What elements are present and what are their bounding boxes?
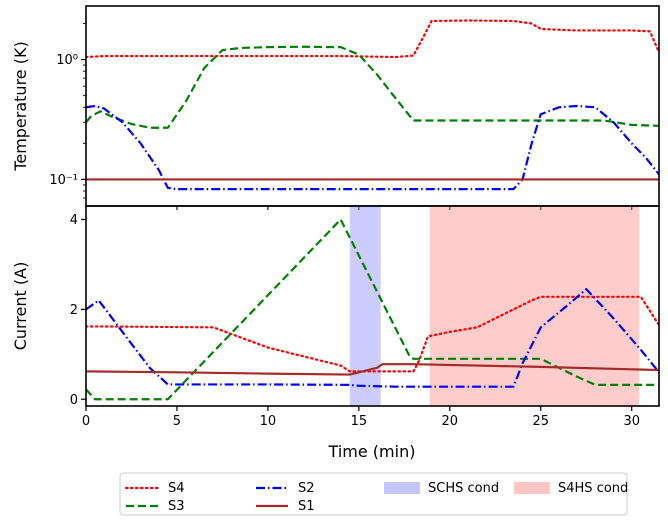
bottom-series-s3: [86, 218, 659, 401]
bottom-axes-frame: [85, 205, 660, 407]
ytick-label: 10⁻¹: [49, 173, 78, 188]
legend-swatch-schs-cond: [384, 482, 420, 494]
top-series-s3: [86, 45, 659, 129]
top-panel: 10⁰ 10⁻¹ Temperature (K): [11, 5, 660, 210]
legend-items: S4 S2 SCHS cond S4HS cond S3 S1: [124, 481, 628, 514]
bottom-series-s2: [86, 288, 659, 388]
ytick-label: 10⁰: [56, 53, 78, 68]
legend: S4 S2 SCHS cond S4HS cond S3 S1: [119, 472, 628, 516]
top-series-s2: [86, 104, 659, 191]
xtick-label: 25: [532, 414, 549, 429]
top-ylabel: Temperature (K): [11, 41, 30, 171]
xtick-label: 0: [82, 414, 90, 429]
bottom-bands-group: [349, 206, 639, 406]
band-schs-cond: [349, 206, 381, 406]
bottom-panel: 0 2 4 0 5 10 15 20 25 30 Current (A) Time (min): [11, 205, 660, 461]
legend-frame: [119, 472, 628, 516]
bottom-xlabel: Time (min): [328, 442, 416, 461]
ytick-label: 2: [70, 303, 78, 318]
band-s4hs-cond: [429, 206, 639, 406]
top-series-group: [86, 19, 659, 191]
legend-label-schs-cond: SCHS cond: [428, 481, 499, 496]
xtick-label: 5: [173, 414, 181, 429]
bottom-ticks: 0 2 4 0 5 10 15 20 25 30: [70, 213, 640, 429]
legend-label-s4hs-cond: S4HS cond: [558, 481, 628, 496]
legend-label-s4: S4: [168, 481, 185, 496]
legend-label-s3: S3: [168, 499, 185, 514]
bottom-series-group: [86, 218, 659, 401]
legend-label-s1: S1: [298, 499, 315, 514]
xtick-label: 20: [442, 414, 459, 429]
bottom-series-s1: [86, 363, 659, 376]
ytick-label: 0: [70, 393, 78, 408]
legend-swatch-s4hs-cond: [514, 482, 550, 494]
bottom-series-s4: [86, 295, 659, 373]
legend-label-s2: S2: [298, 481, 315, 496]
xtick-label: 10: [260, 414, 277, 429]
xtick-label: 30: [623, 414, 640, 429]
top-series-s4: [86, 19, 659, 59]
ytick-label: 4: [70, 213, 78, 228]
xtick-label: 15: [351, 414, 368, 429]
bottom-ylabel: Current (A): [11, 262, 30, 351]
